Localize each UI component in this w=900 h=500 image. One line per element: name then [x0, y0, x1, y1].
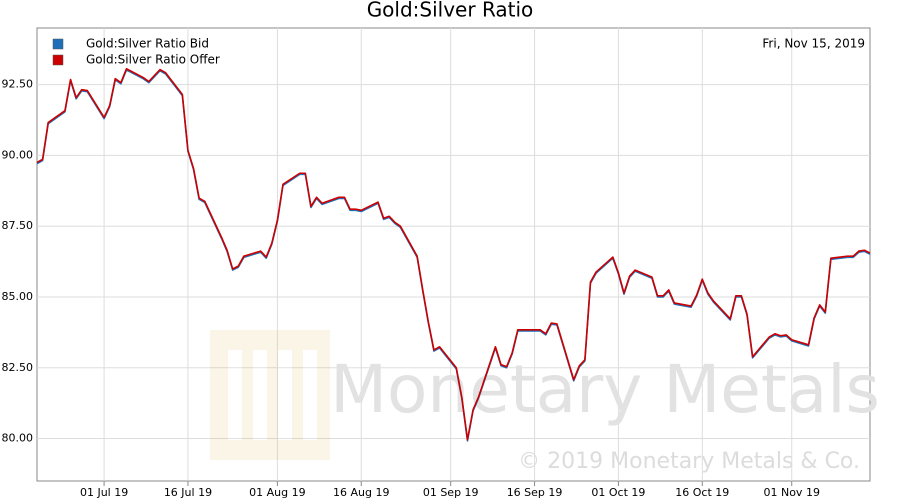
legend-label: Gold:Silver Ratio Bid [86, 37, 209, 51]
watermark-text: Monetary Metals [330, 351, 880, 428]
watermark-logo [210, 330, 330, 460]
x-tick-label: 01 Nov 19 [763, 486, 819, 499]
copyright-text: © 2019 Monetary Metals & Co. [518, 449, 860, 474]
date-label: Fri, Nov 15, 2019 [762, 37, 865, 51]
legend-label: Gold:Silver Ratio Offer [86, 53, 220, 67]
y-tick-label: 80.00 [2, 432, 34, 445]
x-tick-label: 16 Aug 19 [333, 486, 389, 499]
x-tick-label: 16 Jul 19 [164, 486, 212, 499]
chart-title: Gold:Silver Ratio [367, 0, 534, 22]
x-tick-label: 01 Oct 19 [591, 486, 645, 499]
y-tick-label: 90.00 [2, 148, 34, 161]
x-tick-label: 16 Oct 19 [675, 486, 729, 499]
x-tick-label: 01 Sep 19 [423, 486, 479, 499]
x-tick-label: 01 Aug 19 [249, 486, 305, 499]
y-tick-label: 85.00 [2, 290, 34, 303]
legend-swatch [52, 38, 64, 50]
x-tick-label: 01 Jul 19 [80, 486, 128, 499]
y-tick-label: 92.50 [2, 78, 34, 91]
y-tick-label: 82.50 [2, 361, 34, 374]
series-line [36, 67, 871, 441]
x-tick-label: 16 Sep 19 [507, 486, 563, 499]
plot-area [36, 27, 871, 482]
y-tick-label: 87.50 [2, 219, 34, 232]
legend-swatch [52, 54, 64, 66]
